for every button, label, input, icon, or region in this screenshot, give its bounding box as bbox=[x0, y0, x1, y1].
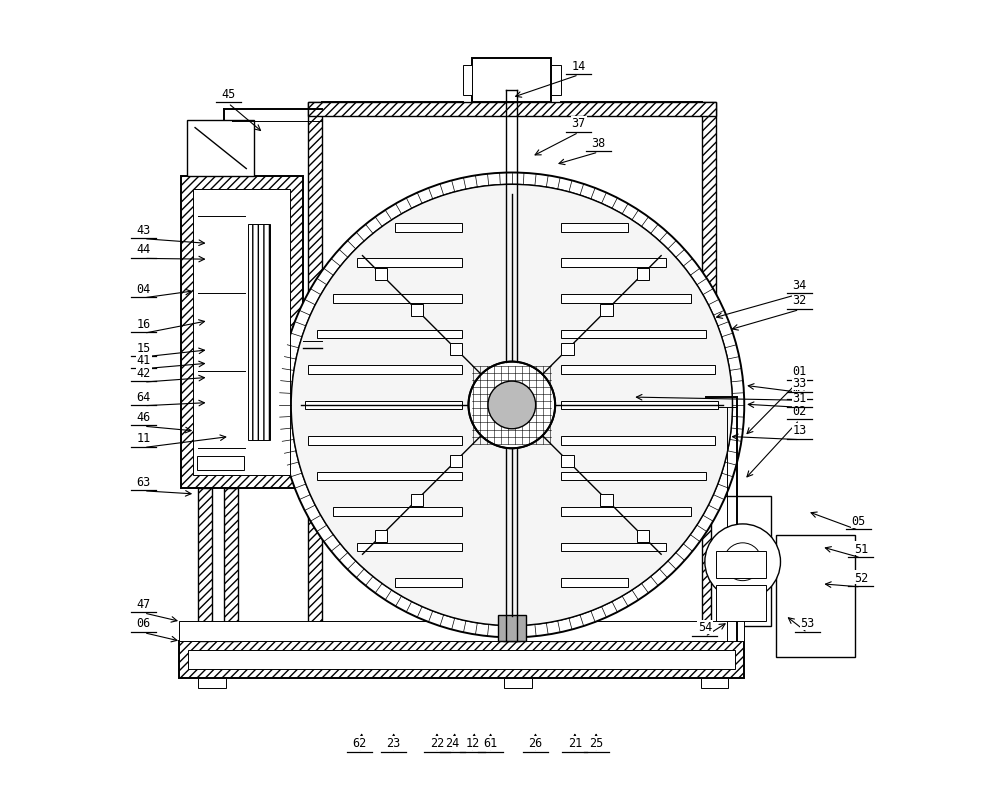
Text: 53: 53 bbox=[800, 617, 814, 630]
FancyBboxPatch shape bbox=[711, 496, 771, 626]
Text: 63: 63 bbox=[137, 475, 151, 488]
Text: 03: 03 bbox=[792, 385, 807, 397]
Bar bbox=[308, 437, 462, 445]
FancyBboxPatch shape bbox=[701, 679, 728, 688]
FancyBboxPatch shape bbox=[716, 585, 766, 621]
Text: 45: 45 bbox=[221, 88, 235, 101]
Text: 44: 44 bbox=[137, 243, 151, 256]
FancyBboxPatch shape bbox=[198, 488, 212, 641]
Text: 47: 47 bbox=[137, 597, 151, 610]
Bar bbox=[333, 295, 462, 304]
FancyBboxPatch shape bbox=[197, 457, 244, 471]
Text: 38: 38 bbox=[591, 137, 606, 149]
Text: 42: 42 bbox=[137, 366, 151, 380]
Text: 41: 41 bbox=[137, 353, 151, 366]
FancyBboxPatch shape bbox=[550, 626, 568, 641]
Bar bbox=[561, 259, 666, 267]
Circle shape bbox=[705, 524, 780, 600]
Bar bbox=[561, 578, 628, 587]
FancyBboxPatch shape bbox=[498, 616, 526, 641]
Circle shape bbox=[488, 381, 536, 430]
Text: 05: 05 bbox=[851, 515, 866, 528]
Text: 25: 25 bbox=[589, 736, 603, 749]
Text: 33: 33 bbox=[792, 377, 807, 389]
Text: 32: 32 bbox=[792, 294, 807, 307]
Bar bbox=[317, 330, 462, 339]
Text: 61: 61 bbox=[483, 736, 498, 749]
FancyBboxPatch shape bbox=[551, 66, 561, 96]
Text: 51: 51 bbox=[854, 542, 868, 555]
Text: 54: 54 bbox=[698, 621, 712, 634]
Bar bbox=[305, 402, 462, 410]
Circle shape bbox=[468, 362, 555, 449]
Bar bbox=[357, 543, 462, 552]
FancyBboxPatch shape bbox=[503, 626, 520, 641]
Bar bbox=[561, 402, 718, 410]
FancyBboxPatch shape bbox=[308, 103, 716, 116]
FancyBboxPatch shape bbox=[193, 190, 290, 475]
Bar bbox=[561, 507, 691, 516]
Text: 14: 14 bbox=[572, 59, 586, 72]
Text: 62: 62 bbox=[353, 736, 367, 749]
Text: 26: 26 bbox=[528, 736, 543, 749]
Circle shape bbox=[279, 173, 744, 638]
Text: 46: 46 bbox=[137, 410, 151, 423]
Bar bbox=[333, 507, 462, 516]
Text: 64: 64 bbox=[137, 390, 151, 403]
Circle shape bbox=[291, 185, 732, 626]
FancyBboxPatch shape bbox=[187, 120, 254, 177]
FancyBboxPatch shape bbox=[198, 679, 226, 688]
Text: 13: 13 bbox=[792, 424, 807, 437]
FancyBboxPatch shape bbox=[776, 536, 855, 657]
FancyBboxPatch shape bbox=[716, 551, 766, 578]
FancyBboxPatch shape bbox=[179, 621, 744, 641]
FancyBboxPatch shape bbox=[702, 103, 716, 641]
FancyBboxPatch shape bbox=[472, 59, 551, 103]
Text: 12: 12 bbox=[465, 736, 480, 749]
FancyBboxPatch shape bbox=[504, 679, 532, 688]
Text: 23: 23 bbox=[387, 736, 401, 749]
Bar bbox=[561, 543, 666, 552]
FancyBboxPatch shape bbox=[456, 626, 473, 641]
Text: 04: 04 bbox=[137, 283, 151, 296]
Text: 21: 21 bbox=[568, 736, 582, 749]
FancyBboxPatch shape bbox=[181, 177, 303, 488]
Text: 37: 37 bbox=[572, 117, 586, 130]
Text: 16: 16 bbox=[137, 318, 151, 331]
Bar bbox=[561, 295, 691, 304]
Text: 34: 34 bbox=[792, 279, 807, 291]
Text: 11: 11 bbox=[137, 432, 151, 445]
Text: 43: 43 bbox=[137, 223, 151, 236]
Bar bbox=[395, 578, 462, 587]
FancyBboxPatch shape bbox=[224, 488, 238, 641]
FancyBboxPatch shape bbox=[179, 641, 744, 679]
FancyBboxPatch shape bbox=[248, 224, 270, 441]
Text: 52: 52 bbox=[854, 571, 868, 584]
Text: 15: 15 bbox=[137, 341, 151, 354]
Text: 06: 06 bbox=[137, 617, 151, 630]
FancyBboxPatch shape bbox=[463, 66, 472, 96]
Text: 22: 22 bbox=[430, 736, 444, 749]
Bar bbox=[561, 365, 715, 374]
Bar bbox=[561, 330, 706, 339]
Text: 31: 31 bbox=[792, 392, 807, 405]
Bar bbox=[308, 365, 462, 374]
FancyBboxPatch shape bbox=[188, 650, 735, 669]
Text: 01: 01 bbox=[792, 365, 807, 378]
FancyBboxPatch shape bbox=[308, 103, 322, 641]
Text: 02: 02 bbox=[792, 404, 807, 418]
Circle shape bbox=[291, 185, 732, 626]
Bar bbox=[561, 224, 628, 232]
Bar bbox=[561, 472, 706, 481]
Text: 24: 24 bbox=[446, 736, 460, 749]
Bar bbox=[357, 259, 462, 267]
Bar bbox=[395, 224, 462, 232]
Bar bbox=[561, 437, 715, 445]
Bar bbox=[317, 472, 462, 481]
